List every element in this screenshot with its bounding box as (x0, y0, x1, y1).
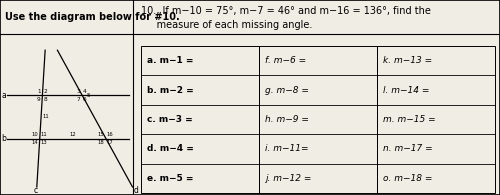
Text: 15: 15 (98, 132, 104, 137)
Text: n. m−17 =: n. m−17 = (383, 144, 432, 153)
Text: d. m−4 =: d. m−4 = (146, 144, 194, 153)
Text: 4: 4 (83, 89, 86, 94)
Text: a. m−1 =: a. m−1 = (146, 56, 193, 65)
Text: i. m−11=: i. m−11= (264, 144, 308, 153)
Text: o. m−18 =: o. m−18 = (383, 174, 432, 183)
Text: m. m−15 =: m. m−15 = (383, 115, 436, 124)
Text: e. m−5 =: e. m−5 = (146, 174, 193, 183)
Text: c: c (34, 186, 38, 195)
Text: g. m−8 =: g. m−8 = (264, 86, 308, 95)
Text: l. m−14 =: l. m−14 = (383, 86, 429, 95)
Text: 10: 10 (31, 132, 38, 137)
Text: c. m−3 =: c. m−3 = (146, 115, 192, 124)
Text: 6: 6 (83, 97, 86, 102)
Text: d: d (134, 186, 139, 195)
Text: 12: 12 (70, 132, 76, 137)
Text: 9: 9 (37, 97, 40, 102)
Text: k. m−13 =: k. m−13 = (383, 56, 432, 65)
Text: 16: 16 (106, 132, 114, 137)
Text: 1: 1 (37, 89, 40, 94)
Text: 11: 11 (42, 114, 49, 120)
Text: 17: 17 (106, 140, 114, 145)
Text: 7: 7 (76, 97, 80, 102)
Text: 8: 8 (43, 97, 47, 102)
Text: 14: 14 (31, 140, 38, 145)
Text: b: b (2, 134, 6, 143)
Text: 13: 13 (40, 140, 47, 145)
Text: 3: 3 (76, 89, 80, 94)
Text: h. m−9 =: h. m−9 = (264, 115, 308, 124)
Text: f. m−6 =: f. m−6 = (264, 56, 306, 65)
Text: Use the diagram below for #10.: Use the diagram below for #10. (5, 12, 180, 22)
Text: 10.  If m−10 = 75°, m−7 = 46° and m−16 = 136°, find the: 10. If m−10 = 75°, m−7 = 46° and m−16 = … (140, 6, 430, 16)
Text: a: a (2, 91, 6, 100)
Text: 5: 5 (86, 93, 90, 98)
Text: 2: 2 (43, 89, 47, 94)
Text: 18: 18 (98, 140, 104, 145)
Bar (140, 46, 495, 193)
Text: j. m−12 =: j. m−12 = (264, 174, 311, 183)
Text: b. m−2 =: b. m−2 = (146, 86, 194, 95)
Text: measure of each missing angle.: measure of each missing angle. (140, 20, 312, 30)
Text: 11: 11 (40, 132, 47, 137)
